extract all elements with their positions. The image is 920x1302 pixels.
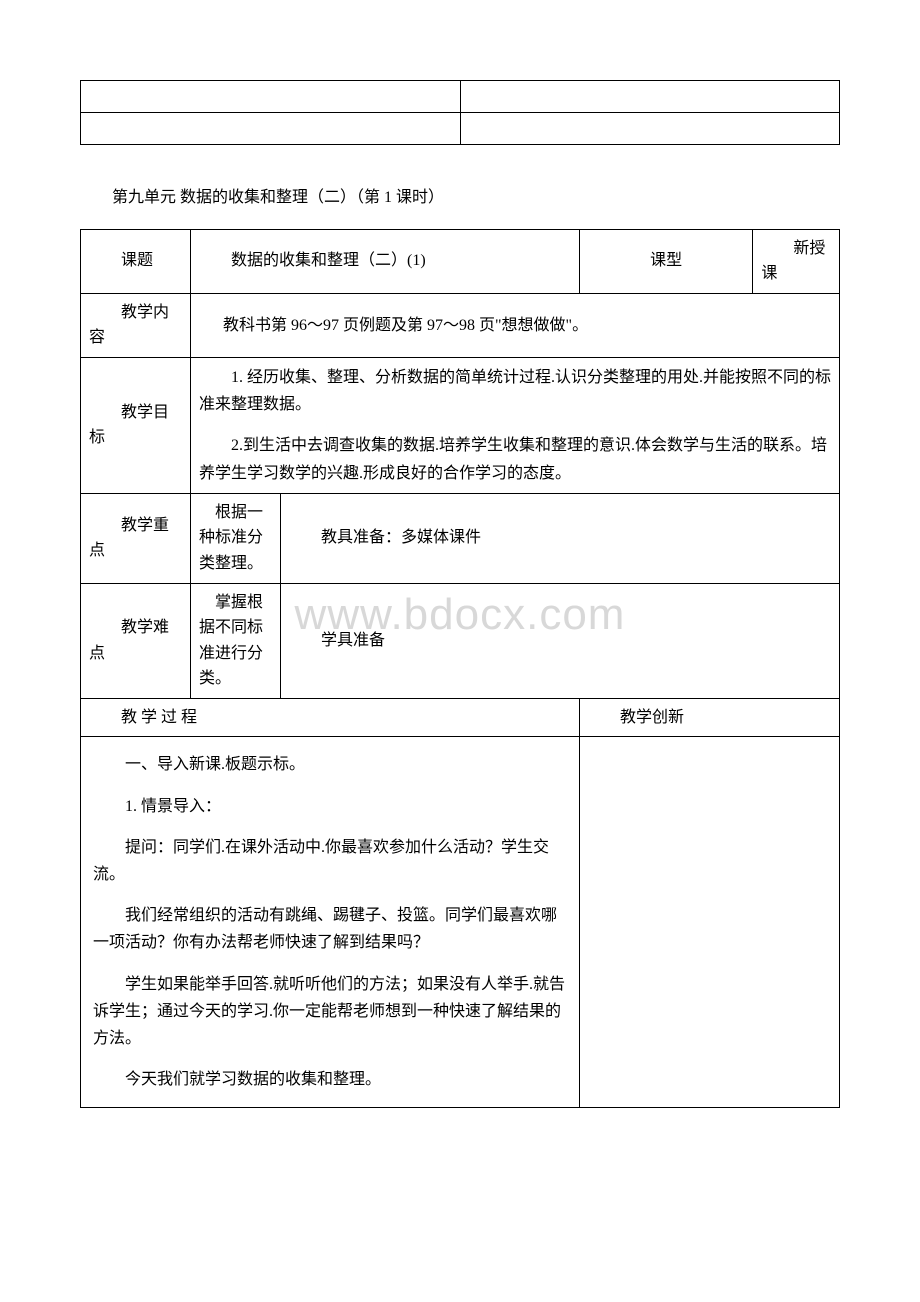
process-p2: 1. 情景导入：	[93, 793, 567, 820]
process-header-right: 教学创新	[580, 698, 840, 737]
teaching-prep: 教具准备：多媒体课件	[281, 493, 840, 583]
content-label: 教学内容	[81, 293, 191, 357]
process-p5: 学生如果能举手回答.就听听他们的方法；如果没有人举手.就告诉学生；通过今天的学习…	[93, 971, 567, 1053]
process-body-right	[580, 737, 840, 1108]
difficulty-value: 掌握根据不同标准进行分类。	[191, 583, 281, 698]
process-header-left: 教 学 过 程	[81, 698, 580, 737]
empty-cell	[81, 81, 461, 113]
content-value: 教科书第 96～97 页例题及第 97～98 页"想想做做"。	[191, 293, 840, 357]
topic-value: 数据的收集和整理（二）(1)	[191, 229, 580, 293]
content-row: 教学内容 教科书第 96～97 页例题及第 97～98 页"想想做做"。	[81, 293, 840, 357]
goals-p2: 2.到生活中去调查收集的数据.培养学生收集和整理的意识.体会数学与生活的联系。培…	[199, 432, 831, 486]
empty-cell	[460, 81, 840, 113]
goals-label: 教学目标	[81, 357, 191, 493]
difficulty-row: 教学难点 掌握根据不同标准进行分类。 学具准备	[81, 583, 840, 698]
topic-label: 课题	[81, 229, 191, 293]
process-header-row: 教 学 过 程 教学创新	[81, 698, 840, 737]
top-empty-table	[80, 80, 840, 145]
learning-prep: 学具准备	[281, 583, 840, 698]
section-title: 第九单元 数据的收集和整理（二）（第 1 课时）	[80, 185, 840, 211]
keypoint-value: 根据一种标准分类整理。	[191, 493, 281, 583]
keypoint-row: 教学重点 根据一种标准分类整理。 教具准备：多媒体课件	[81, 493, 840, 583]
process-body-row: 一、导入新课.板题示标。 1. 情景导入： 提问：同学们.在课外活动中.你最喜欢…	[81, 737, 840, 1108]
type-label: 课型	[580, 229, 753, 293]
lesson-plan-table: 课题 数据的收集和整理（二）(1) 课型 新授课 教学内容 教科书第 96～97…	[80, 229, 840, 1109]
process-p1: 一、导入新课.板题示标。	[93, 751, 567, 778]
type-value: 新授课	[753, 229, 840, 293]
process-p3: 提问：同学们.在课外活动中.你最喜欢参加什么活动？学生交流。	[93, 834, 567, 888]
process-p6: 今天我们就学习数据的收集和整理。	[93, 1066, 567, 1093]
empty-cell	[460, 113, 840, 145]
process-body-left: 一、导入新课.板题示标。 1. 情景导入： 提问：同学们.在课外活动中.你最喜欢…	[81, 737, 580, 1108]
process-p4: 我们经常组织的活动有跳绳、踢毽子、投篮。同学们最喜欢哪一项活动？你有办法帮老师快…	[93, 902, 567, 956]
difficulty-label: 教学难点	[81, 583, 191, 698]
header-row: 课题 数据的收集和整理（二）(1) 课型 新授课	[81, 229, 840, 293]
goals-value: 1. 经历收集、整理、分析数据的简单统计过程.认识分类整理的用处.并能按照不同的…	[191, 357, 840, 493]
goals-row: 教学目标 1. 经历收集、整理、分析数据的简单统计过程.认识分类整理的用处.并能…	[81, 357, 840, 493]
goals-p1: 1. 经历收集、整理、分析数据的简单统计过程.认识分类整理的用处.并能按照不同的…	[199, 364, 831, 418]
empty-cell	[81, 113, 461, 145]
keypoint-label: 教学重点	[81, 493, 191, 583]
